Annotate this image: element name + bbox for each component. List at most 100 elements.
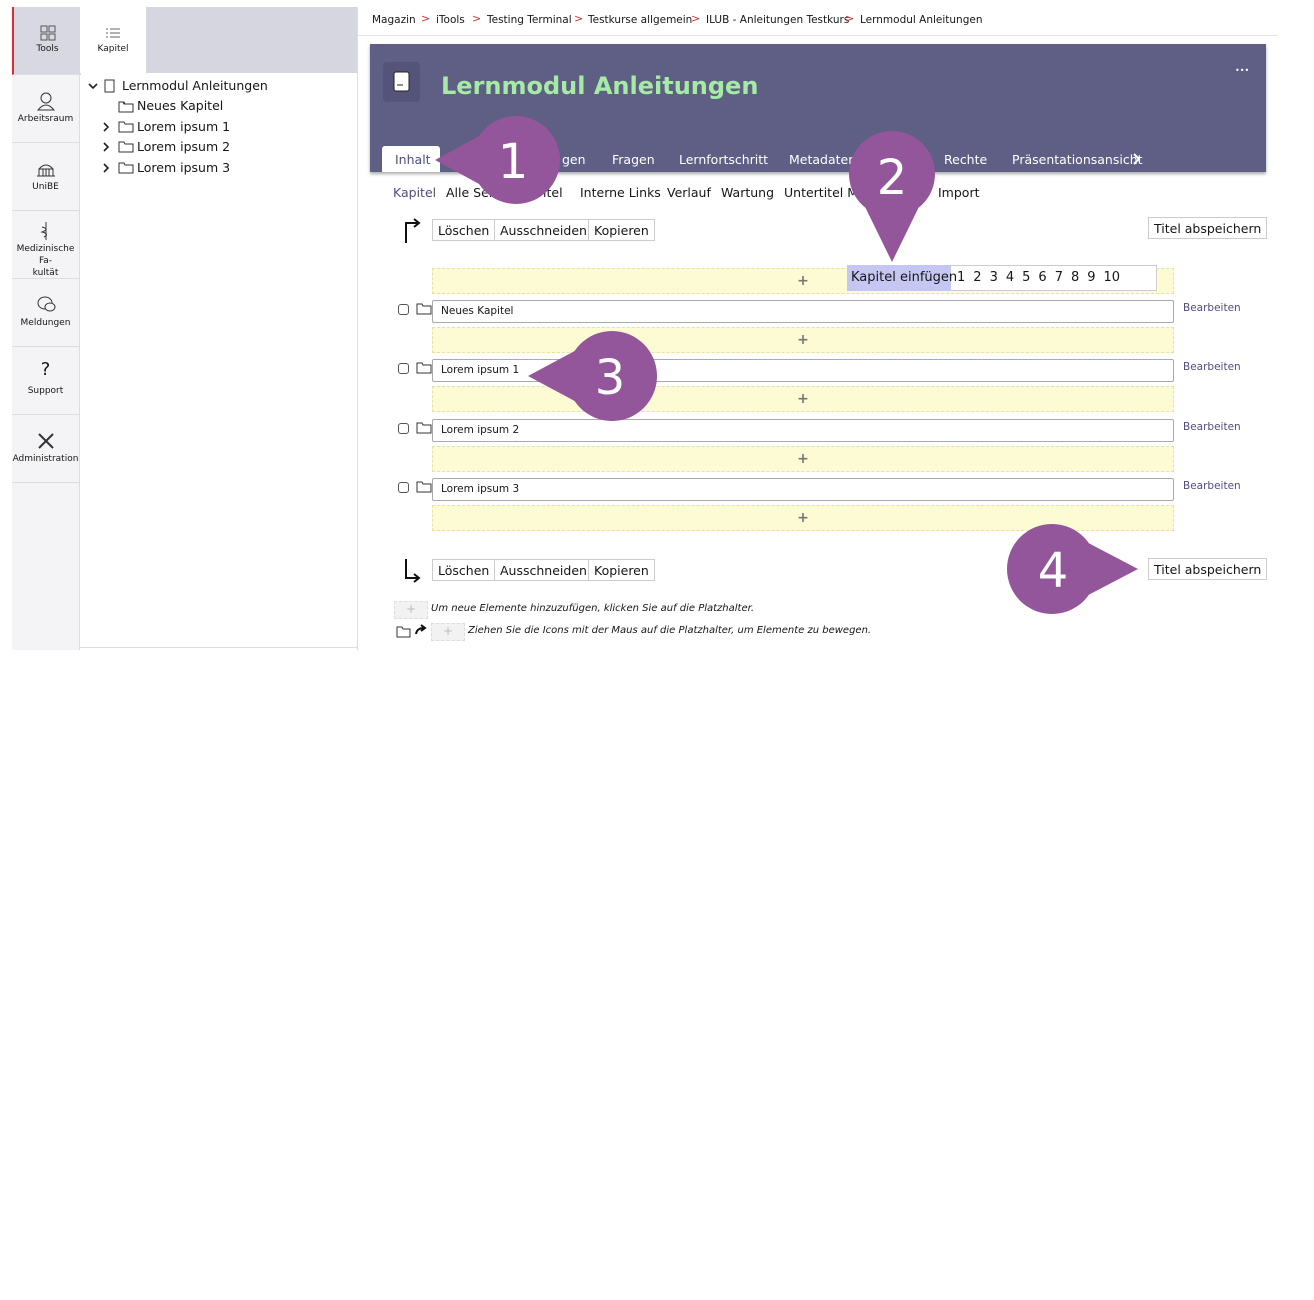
tree-node[interactable]: Lorem ipsum 1: [137, 119, 231, 134]
chapter-title-input[interactable]: Lorem ipsum 3: [432, 478, 1174, 501]
subtab[interactable]: Untertitel Me: [784, 185, 866, 200]
insert-count[interactable]: 7: [1054, 270, 1063, 285]
active-tab-bg: [382, 146, 440, 172]
header-menu[interactable]: •••: [1235, 66, 1250, 75]
placeholder[interactable]: +: [432, 446, 1174, 472]
chapter-title-input[interactable]: Lorem ipsum 2: [432, 419, 1174, 442]
tab[interactable]: Rechte: [944, 152, 988, 167]
question-icon: ?: [40, 359, 51, 380]
folder-icon[interactable]: [416, 421, 432, 435]
arbeitsraum-entry[interactable]: Arbeitsraum: [12, 75, 79, 143]
slate-bottom: [80, 647, 357, 648]
hint-icons: [396, 624, 427, 638]
row-checkbox[interactable]: [398, 482, 409, 493]
breadcrumb-separator: >: [472, 12, 482, 25]
user-icon: [36, 92, 56, 111]
cut-button[interactable]: Ausschneiden: [494, 559, 593, 581]
insert-count[interactable]: 5: [1022, 270, 1031, 285]
tools-entry[interactable]: Tools: [12, 7, 81, 75]
breadcrumb[interactable]: Testkurse allgemein: [588, 14, 693, 26]
cut-button[interactable]: Ausschneiden: [494, 219, 593, 241]
save-titles-button[interactable]: Titel abspeichern: [1148, 217, 1268, 239]
delete-button[interactable]: Löschen: [432, 219, 496, 241]
tab[interactable]: Fragen: [612, 152, 655, 167]
main-bar-label: Medizinische Fa- kultät: [16, 244, 75, 278]
tree-root[interactable]: Lernmodul Anleitungen: [122, 78, 268, 93]
support-entry[interactable]: ? Support: [12, 347, 79, 415]
list-icon: [106, 28, 120, 38]
arrow-down-icon: [405, 559, 421, 583]
more-tabs-arrow[interactable]: [1133, 153, 1141, 165]
tab[interactable]: gen: [562, 152, 586, 167]
main-bar-label: Administration: [12, 454, 79, 464]
chapter-title-input[interactable]: Lorem ipsum 1: [432, 359, 1174, 382]
tree-node[interactable]: Lorem ipsum 3: [137, 160, 231, 175]
callout-number: 2: [877, 150, 908, 206]
tree-node[interactable]: Neues Kapitel: [137, 98, 224, 113]
tab[interactable]: Lernfortschritt: [679, 152, 769, 167]
slate-tab-label: Kapitel: [97, 44, 129, 54]
document-icon: [393, 71, 410, 92]
insert-menu-label[interactable]: Kapitel einfügen: [851, 270, 958, 285]
arrow-up-icon: [405, 218, 421, 243]
save-titles-button[interactable]: Titel abspeichern: [1148, 558, 1268, 580]
breadcrumb[interactable]: iTools: [436, 14, 465, 26]
copy-button[interactable]: Kopieren: [588, 559, 655, 581]
chapter-title-input[interactable]: Neues Kapitel: [432, 300, 1174, 323]
row-checkbox[interactable]: [398, 304, 409, 315]
breadcrumb-divider: [358, 35, 1278, 36]
tree-node[interactable]: Lorem ipsum 2: [137, 139, 231, 154]
unibe-entry[interactable]: UniBE: [12, 143, 79, 211]
administration-entry[interactable]: Administration: [12, 415, 79, 483]
insert-count[interactable]: 4: [1005, 270, 1015, 285]
breadcrumb[interactable]: ILUB - Anleitungen Testkurs: [706, 14, 850, 26]
edit-link[interactable]: Bearbeiten: [1183, 302, 1241, 314]
callout-pointer: [1052, 524, 1138, 614]
main-bar: Tools Arbeitsraum UniBE Medizinische Fa-…: [12, 7, 81, 650]
subtab[interactable]: Wartung: [721, 185, 775, 200]
subtab[interactable]: Interne Links: [580, 185, 661, 200]
edit-link[interactable]: Bearbeiten: [1183, 361, 1241, 373]
breadcrumb[interactable]: Testing Terminal: [487, 14, 572, 26]
main-bar-label: UniBE: [32, 182, 59, 192]
insert-count[interactable]: 10: [1103, 270, 1121, 285]
slate-header: [146, 7, 357, 73]
copy-button[interactable]: Kopieren: [588, 219, 655, 241]
tab[interactable]: Metadaten: [789, 152, 857, 167]
chat-icon: [37, 296, 56, 312]
callout-number: 3: [595, 350, 626, 406]
insert-count[interactable]: 2: [973, 270, 982, 285]
slate-border: [357, 7, 358, 650]
subtab[interactable]: Kapitel: [393, 185, 437, 200]
main-bar-label: Tools: [36, 44, 59, 54]
callout-number: 4: [1038, 543, 1069, 599]
edit-link[interactable]: Bearbeiten: [1183, 480, 1241, 492]
edit-link[interactable]: Bearbeiten: [1183, 421, 1241, 433]
placeholder[interactable]: +: [432, 327, 1174, 353]
medizin-entry[interactable]: Medizinische Fa- kultät: [12, 211, 79, 279]
insert-count[interactable]: 3: [989, 270, 998, 285]
row-checkbox[interactable]: [398, 363, 409, 374]
subtab[interactable]: Verlauf: [667, 185, 711, 200]
folder-icon[interactable]: [416, 361, 432, 375]
breadcrumb[interactable]: Magazin: [372, 14, 416, 26]
callout-pointer: [528, 331, 612, 421]
tab[interactable]: Präsentationsansicht: [1012, 152, 1143, 167]
main-bar-label: Arbeitsraum: [17, 114, 74, 124]
insert-menu-highlight: [847, 265, 951, 291]
folder-icon[interactable]: [416, 480, 432, 494]
row-checkbox[interactable]: [398, 423, 409, 434]
insert-count[interactable]: 1: [957, 270, 966, 285]
hint: Ziehen Sie die Icons mit der Maus auf di…: [468, 625, 872, 636]
breadcrumb-separator: >: [574, 12, 584, 25]
insert-count[interactable]: 8: [1070, 270, 1080, 285]
insert-count[interactable]: 9: [1087, 270, 1096, 285]
insert-count[interactable]: 6: [1038, 270, 1047, 285]
folder-icon[interactable]: [416, 302, 432, 316]
tab[interactable]: Inhalt: [395, 152, 431, 167]
subtab[interactable]: Import: [938, 185, 980, 200]
slate-tab[interactable]: Kapitel: [80, 7, 146, 73]
delete-button[interactable]: Löschen: [432, 559, 496, 581]
meldungen-entry[interactable]: Meldungen: [12, 279, 79, 347]
